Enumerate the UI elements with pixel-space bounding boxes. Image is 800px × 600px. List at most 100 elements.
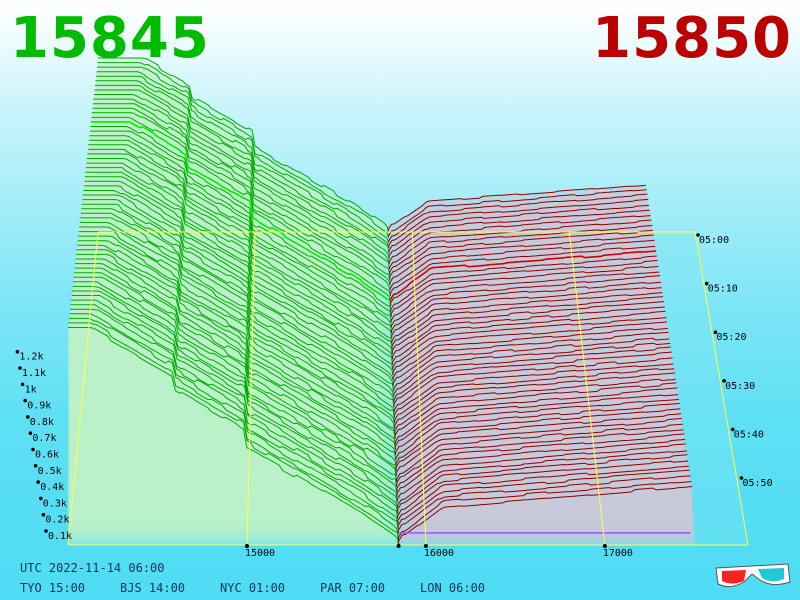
ask-depth-line bbox=[397, 475, 691, 535]
volume-tick-label: 1k bbox=[25, 384, 37, 395]
bid-depth-line bbox=[89, 130, 392, 318]
ask-depth-lines bbox=[387, 184, 695, 545]
time-tick-dot bbox=[704, 281, 709, 286]
volume-tick-dot bbox=[39, 496, 43, 501]
bid-depth-line bbox=[75, 258, 397, 466]
volume-tick-label: 0.1k bbox=[48, 531, 72, 542]
ask-depth-line bbox=[392, 327, 668, 381]
bid-depth-fill bbox=[85, 172, 393, 365]
bid-depth-line bbox=[86, 162, 393, 355]
bid-depth-line bbox=[74, 272, 397, 482]
bid-depth-line bbox=[90, 126, 392, 312]
bid-depth-line bbox=[86, 158, 393, 349]
bid-depth-line bbox=[68, 322, 399, 540]
bid-depth-fill bbox=[69, 313, 399, 530]
ask-depth-line bbox=[397, 481, 692, 540]
bid-depth-line bbox=[78, 231, 396, 434]
volume-tick-dot bbox=[18, 366, 22, 370]
london-time: LON 06:00 bbox=[420, 581, 486, 595]
bid-depth-line bbox=[97, 66, 390, 243]
bid-depth-line bbox=[85, 167, 393, 360]
ask-depth-line bbox=[392, 306, 665, 360]
bid-depth-line bbox=[89, 135, 392, 323]
ask-depth-line bbox=[396, 450, 687, 508]
bid-depth-fill bbox=[78, 236, 396, 439]
bid-depth-line bbox=[83, 190, 394, 386]
ask-depth-line bbox=[392, 317, 667, 370]
bid-depth-fill bbox=[84, 181, 394, 376]
volume-tick-label: 0.4k bbox=[40, 482, 64, 493]
bid-depth-fill bbox=[77, 240, 396, 445]
bid-depth-fill bbox=[71, 295, 398, 508]
bid-depth-line bbox=[91, 116, 391, 302]
bid-depth-line bbox=[96, 75, 390, 254]
ask-depth-line bbox=[396, 429, 684, 487]
volume-tick-dot bbox=[41, 512, 46, 517]
bid-depth-fill bbox=[80, 213, 395, 413]
ask-price: 15850 bbox=[592, 6, 792, 71]
ask-depth-line bbox=[389, 245, 656, 296]
bid-depth-line bbox=[84, 180, 394, 376]
volume-tick-label: 0.8k bbox=[30, 417, 54, 428]
ask-depth-line bbox=[390, 275, 661, 328]
ask-depth-line bbox=[393, 357, 673, 413]
time-tick-dot bbox=[739, 476, 744, 480]
bid-depth-fill bbox=[81, 204, 394, 402]
ask-depth-fill bbox=[398, 486, 695, 545]
bid-depth-line bbox=[95, 80, 390, 259]
bid-depth-line bbox=[71, 299, 399, 514]
time-tick-dot bbox=[713, 330, 718, 335]
bid-depth-line bbox=[70, 308, 399, 524]
time-tick-label: 05:40 bbox=[734, 429, 764, 440]
bid-depth-line bbox=[79, 226, 396, 429]
bid-depth-line bbox=[90, 121, 392, 307]
volume-tick-label: 0.3k bbox=[43, 498, 67, 509]
bid-depth-fill bbox=[68, 322, 399, 540]
volume-tick-label: 0.5k bbox=[38, 466, 62, 477]
bid-depth-line bbox=[94, 84, 390, 264]
volume-tick-dot bbox=[20, 382, 25, 387]
ask-depth-line bbox=[390, 260, 658, 312]
ask-depth-line bbox=[395, 408, 681, 466]
bid-depth-line bbox=[79, 221, 396, 424]
ask-depth-line bbox=[397, 454, 688, 514]
ask-depth-line bbox=[391, 292, 663, 344]
bid-depth-line bbox=[92, 103, 391, 286]
bid-depth-line bbox=[80, 212, 395, 413]
ask-depth-line bbox=[389, 225, 653, 275]
ask-depth-line bbox=[389, 250, 657, 301]
bid-depth-line bbox=[98, 57, 389, 233]
ask-depth-line bbox=[390, 266, 659, 317]
bid-depth-line bbox=[84, 176, 394, 370]
ask-depth-line bbox=[396, 443, 686, 503]
bid-depth-line bbox=[69, 313, 399, 530]
bid-depth-line bbox=[91, 112, 391, 296]
ask-depth-line bbox=[393, 351, 672, 408]
bid-depth-line bbox=[72, 290, 398, 503]
price-tick-label: 17000 bbox=[603, 548, 633, 559]
bid-depth-line bbox=[78, 235, 396, 439]
bid-depth-line bbox=[87, 153, 393, 344]
volume-tick-label: 1.2k bbox=[19, 352, 43, 363]
ask-depth-line bbox=[396, 433, 685, 492]
ask-depth-line bbox=[391, 281, 661, 333]
bid-depth-line bbox=[81, 203, 395, 402]
price-gridline bbox=[411, 231, 427, 546]
bid-depth-line bbox=[97, 62, 389, 238]
ask-depth-line bbox=[395, 398, 679, 455]
ask-depth-line bbox=[391, 301, 664, 354]
ask-depth-line bbox=[389, 234, 654, 286]
price-gridline bbox=[246, 231, 256, 546]
bid-depth-line bbox=[88, 139, 392, 328]
ask-depth-line bbox=[390, 255, 657, 307]
bid-depth-line bbox=[73, 276, 398, 487]
bid-depth-line bbox=[82, 194, 394, 392]
volume-tick-dot bbox=[23, 398, 28, 403]
3d-glasses-icon[interactable] bbox=[712, 560, 792, 592]
ask-depth-line bbox=[398, 486, 693, 545]
bid-depth-fill bbox=[68, 327, 399, 545]
bid-depth-line bbox=[85, 171, 394, 365]
ask-depth-line bbox=[387, 184, 646, 232]
bid-price: 15845 bbox=[10, 6, 210, 71]
bid-depth-line bbox=[76, 253, 397, 461]
